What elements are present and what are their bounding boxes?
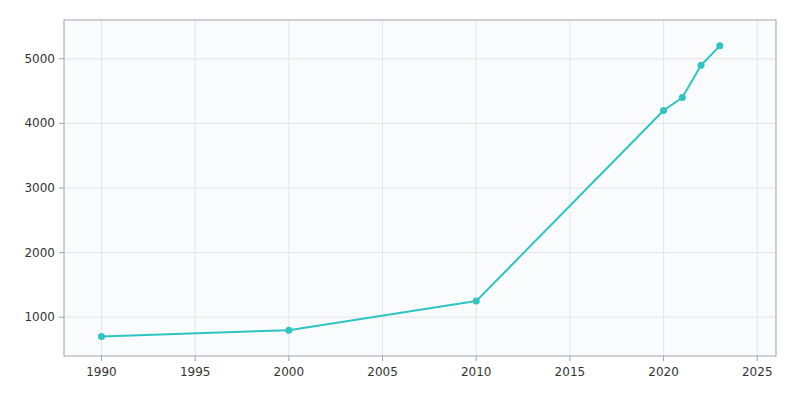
x-tick xyxy=(663,356,664,361)
x-tick xyxy=(382,356,383,361)
x-tick-label: 2025 xyxy=(742,365,773,379)
marker xyxy=(698,62,705,69)
chart-svg: 1990 1995 2000 2005 2010 2015 2020 2025 1000 2000… xyxy=(0,0,800,400)
plot-frame xyxy=(64,20,776,356)
marker xyxy=(679,94,686,101)
axes: 1990 1995 2000 2005 2010 2015 2020 2025 1000 2000… xyxy=(24,52,772,379)
marker xyxy=(660,107,667,114)
x-tick-label: 1995 xyxy=(180,365,211,379)
x-tick xyxy=(757,356,758,361)
marker xyxy=(473,298,480,305)
x-tick-label: 2015 xyxy=(555,365,586,379)
marker xyxy=(98,333,105,340)
x-tick xyxy=(569,356,570,361)
x-tick xyxy=(195,356,196,361)
x-tick-label: 2005 xyxy=(367,365,398,379)
y-tick xyxy=(59,252,64,253)
x-tick xyxy=(476,356,477,361)
line xyxy=(101,46,719,337)
y-tick-label: 3000 xyxy=(24,181,55,195)
grid xyxy=(64,20,776,356)
y-grid-line xyxy=(64,123,776,124)
marker xyxy=(285,327,292,334)
y-tick xyxy=(59,317,64,318)
marker xyxy=(716,42,723,49)
y-grid-line xyxy=(64,188,776,189)
y-tick xyxy=(59,58,64,59)
chart-container: 1990 1995 2000 2005 2010 2015 2020 2025 1000 2000… xyxy=(0,0,800,400)
y-tick-label: 5000 xyxy=(24,52,55,66)
plot-area xyxy=(64,20,776,356)
y-tick xyxy=(59,188,64,189)
y-grid-line xyxy=(64,252,776,253)
y-tick-label: 4000 xyxy=(24,116,55,130)
x-tick-label: 2000 xyxy=(274,365,305,379)
y-grid-line xyxy=(64,58,776,59)
x-tick-label: 1990 xyxy=(86,365,117,379)
x-tick-label: 2010 xyxy=(461,365,492,379)
x-tick xyxy=(101,356,102,361)
y-tick xyxy=(59,123,64,124)
y-tick-label: 1000 xyxy=(24,310,55,324)
x-tick-label: 2020 xyxy=(648,365,679,379)
series xyxy=(98,42,723,340)
y-grid-line xyxy=(64,317,776,318)
y-tick-label: 2000 xyxy=(24,246,55,260)
x-tick xyxy=(288,356,289,361)
